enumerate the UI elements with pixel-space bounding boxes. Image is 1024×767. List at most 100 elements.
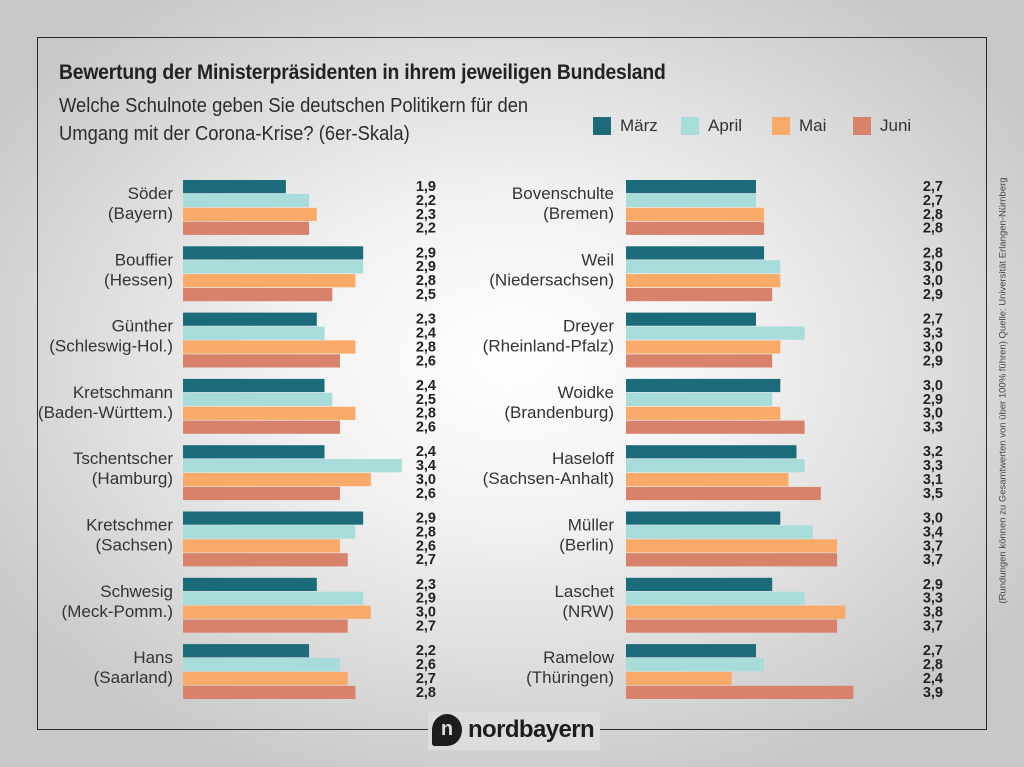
panel-left: Söder(Bayern)1,92,22,32,2Bouffier(Hessen… bbox=[38, 179, 436, 701]
group-bouffier: Bouffier(Hessen)2,92,92,82,5 bbox=[104, 245, 436, 303]
category-region-ramelow: (Thüringen) bbox=[526, 668, 614, 687]
category-label-haseloff: Haseloff bbox=[552, 449, 614, 468]
bar-mueller-juni bbox=[626, 553, 838, 567]
value-label-weil-april: 3,0 bbox=[923, 259, 943, 275]
category-region-tschentscher: (Hamburg) bbox=[92, 469, 173, 488]
bar-bovenschulte-juni bbox=[626, 221, 765, 235]
group-hans: Hans(Saarland) 2,22,62,72,8 bbox=[94, 643, 436, 701]
value-label-bouffier-juni: 2,5 bbox=[416, 287, 436, 303]
category-region-weil: (Niedersachsen) bbox=[489, 270, 614, 289]
bar-dreyer-maerz bbox=[626, 312, 756, 326]
value-label-hans-maerz: 2,2 bbox=[416, 643, 436, 659]
value-label-laschet-juni: 3,7 bbox=[923, 619, 943, 635]
bar-schwesig-juni bbox=[183, 619, 348, 633]
category-label-woidke: Woidke bbox=[558, 383, 614, 402]
bar-tschentscher-april bbox=[183, 459, 402, 473]
bar-bouffier-maerz bbox=[183, 246, 364, 260]
value-label-kretschmer-juni: 2,7 bbox=[416, 552, 436, 568]
value-label-bouffier-april: 2,9 bbox=[416, 259, 436, 275]
value-label-soeder-april: 2,2 bbox=[416, 193, 436, 209]
value-label-schwesig-juni: 2,7 bbox=[416, 619, 436, 635]
category-label-schwesig: Schwesig bbox=[100, 582, 173, 601]
bar-soeder-april bbox=[183, 193, 310, 208]
legend-swatch-maerz bbox=[593, 117, 611, 135]
bar-woidke-juni bbox=[626, 420, 805, 434]
chart-title: Bewertung der Ministerpräsidenten in ihr… bbox=[59, 61, 666, 84]
value-label-woidke-april: 2,9 bbox=[923, 392, 943, 408]
panel-right: Bovenschulte(Bremen)2,72,72,82,8Weil(Nie… bbox=[483, 179, 943, 701]
value-label-dreyer-maerz: 2,7 bbox=[923, 312, 943, 328]
bar-guenther-mai bbox=[183, 340, 356, 354]
category-label-mueller: Müller bbox=[568, 516, 615, 535]
bar-weil-mai bbox=[626, 274, 781, 288]
bar-guenther-juni bbox=[183, 354, 340, 368]
bar-hans-maerz bbox=[183, 644, 310, 658]
bar-kretschmann-april bbox=[183, 392, 333, 406]
category-region-mueller: (Berlin) bbox=[559, 536, 614, 555]
category-region-kretschmann: (Baden-Württem.) bbox=[38, 403, 173, 422]
bar-hans-april bbox=[183, 658, 340, 672]
group-woidke: Woidke(Brandenburg)3,02,93,03,3 bbox=[504, 378, 943, 436]
nordbayern-logo-icon: n bbox=[432, 714, 462, 746]
category-region-kretschmer: (Sachsen) bbox=[96, 536, 173, 555]
bar-haseloff-maerz bbox=[626, 445, 797, 459]
bar-schwesig-april bbox=[183, 591, 364, 605]
bar-mueller-maerz bbox=[626, 511, 781, 525]
group-tschentscher: Tschentscher(Hamburg) 2,43,43,02,6 bbox=[73, 444, 436, 502]
value-label-laschet-april: 3,3 bbox=[923, 591, 943, 607]
bar-laschet-juni bbox=[626, 619, 838, 633]
bar-haseloff-juni bbox=[626, 486, 821, 501]
value-label-weil-mai: 3,0 bbox=[923, 273, 943, 289]
value-label-dreyer-mai: 3,0 bbox=[923, 339, 943, 355]
legend-label-april: April bbox=[708, 116, 743, 135]
value-label-bovenschulte-mai: 2,8 bbox=[923, 207, 943, 223]
bar-soeder-mai bbox=[183, 207, 317, 221]
bar-hans-juni bbox=[183, 685, 356, 699]
value-label-weil-maerz: 2,8 bbox=[923, 245, 943, 261]
bar-kretschmann-maerz bbox=[183, 378, 325, 393]
value-label-ramelow-april: 2,8 bbox=[923, 657, 943, 673]
bar-dreyer-mai bbox=[626, 340, 781, 354]
bar-guenther-april bbox=[183, 326, 325, 340]
bar-guenther-maerz bbox=[183, 312, 317, 326]
value-label-laschet-maerz: 2,9 bbox=[923, 577, 943, 593]
bar-kretschmer-april bbox=[183, 525, 356, 539]
value-label-bovenschulte-maerz: 2,7 bbox=[923, 179, 943, 195]
nordbayern-logo[interactable]: n nordbayern bbox=[428, 712, 608, 752]
value-label-kretschmer-mai: 2,6 bbox=[416, 538, 436, 554]
bar-woidke-april bbox=[626, 392, 773, 406]
category-label-dreyer: Dreyer bbox=[563, 317, 614, 336]
bar-schwesig-mai bbox=[183, 605, 371, 619]
bar-weil-juni bbox=[626, 288, 773, 302]
value-label-bovenschulte-juni: 2,8 bbox=[923, 221, 943, 237]
category-label-weil: Weil bbox=[581, 250, 614, 269]
category-label-laschet: Laschet bbox=[554, 582, 614, 601]
bar-haseloff-mai bbox=[626, 473, 789, 487]
bar-bouffier-mai bbox=[183, 274, 356, 288]
category-label-kretschmer: Kretschmer bbox=[86, 516, 173, 535]
bar-haseloff-april bbox=[626, 459, 805, 473]
category-region-guenther: (Schleswig-Hol.) bbox=[49, 337, 173, 356]
value-label-kretschmann-juni: 2,6 bbox=[416, 420, 436, 436]
value-label-bouffier-mai: 2,8 bbox=[416, 273, 436, 289]
category-region-laschet: (NRW) bbox=[562, 602, 614, 621]
value-label-dreyer-juni: 2,9 bbox=[923, 353, 943, 369]
value-label-kretschmer-april: 2,8 bbox=[416, 524, 436, 540]
bar-weil-maerz bbox=[626, 246, 765, 260]
bar-kretschmann-juni bbox=[183, 420, 340, 434]
group-mueller: Müller(Berlin)3,03,43,73,7 bbox=[559, 511, 943, 569]
value-label-soeder-mai: 2,3 bbox=[416, 207, 436, 223]
value-label-hans-juni: 2,8 bbox=[416, 685, 436, 701]
bar-tschentscher-maerz bbox=[183, 445, 325, 459]
value-label-ramelow-juni: 3,9 bbox=[923, 685, 943, 701]
category-region-schwesig: (Meck-Pomm.) bbox=[62, 602, 173, 621]
value-label-tschentscher-juni: 2,6 bbox=[416, 486, 436, 502]
category-region-soeder: (Bayern) bbox=[108, 204, 173, 223]
value-label-haseloff-mai: 3,1 bbox=[923, 472, 943, 488]
group-kretschmer: Kretschmer(Sachsen) 2,92,82,62,7 bbox=[86, 511, 436, 569]
value-label-hans-mai: 2,7 bbox=[416, 671, 436, 687]
value-label-kretschmann-mai: 2,8 bbox=[416, 406, 436, 422]
value-label-dreyer-april: 3,3 bbox=[923, 326, 943, 342]
group-weil: Weil(Niedersachsen)2,83,03,02,9 bbox=[489, 245, 943, 303]
